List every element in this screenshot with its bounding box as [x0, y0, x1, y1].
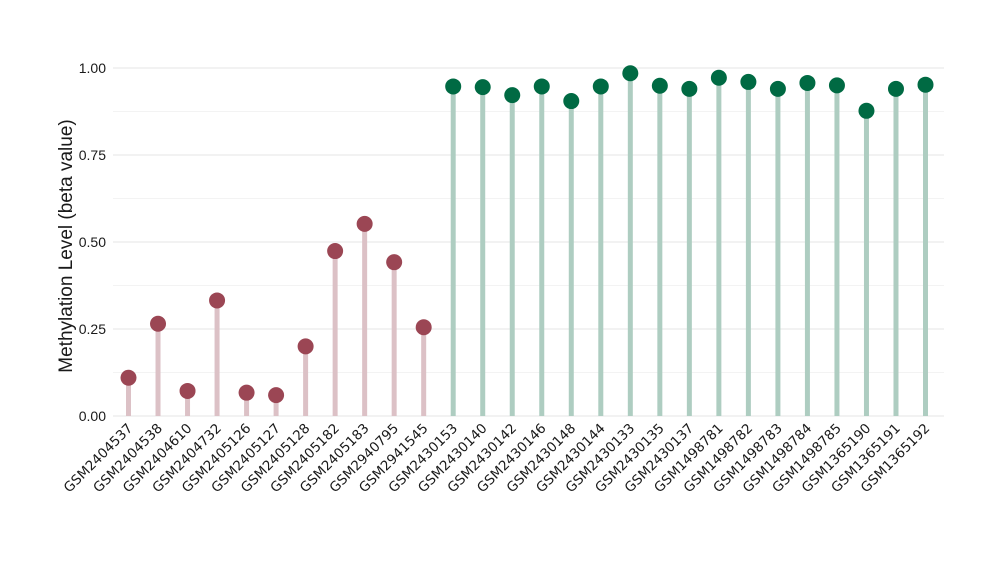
- lollipop-point: [828, 77, 845, 94]
- y-axis-title: Methylation Level (beta value): [56, 119, 77, 372]
- lollipop-point: [474, 79, 491, 96]
- lollipop-point: [858, 102, 875, 119]
- lollipop-point: [740, 73, 757, 90]
- stems: [126, 73, 928, 416]
- lollipop-point: [592, 78, 609, 95]
- lollipop-point: [445, 78, 462, 95]
- lollipop-point: [681, 80, 698, 97]
- lollipop-point: [917, 76, 934, 93]
- lollipop-point: [268, 387, 285, 404]
- y-tick-label: 1.00: [79, 60, 106, 76]
- lollipop-point: [209, 292, 226, 309]
- lollipop-point: [238, 384, 255, 401]
- x-axis-ticks: GSM2404537GSM2404538GSM2404610GSM2404732…: [61, 421, 934, 497]
- y-tick-label: 0.75: [79, 147, 106, 163]
- y-tick-label: 0.00: [79, 408, 106, 424]
- lollipop-point: [710, 69, 727, 86]
- points: [120, 65, 934, 404]
- lollipop-point: [415, 319, 432, 336]
- lollipop-point: [179, 382, 196, 399]
- lollipop-point: [386, 254, 403, 271]
- y-axis-ticks: 0.00 0.25 0.50 0.75 1.00: [79, 60, 106, 424]
- lollipop-point: [887, 80, 904, 97]
- lollipop-point: [150, 315, 167, 332]
- lollipop-point: [533, 78, 550, 95]
- lollipop-point: [799, 74, 816, 91]
- y-tick-label: 0.25: [79, 321, 106, 337]
- lollipop-point: [651, 77, 668, 94]
- lollipop-point: [504, 87, 521, 104]
- lollipop-point: [563, 93, 580, 110]
- gridlines: [113, 67, 944, 417]
- lollipop-point: [622, 65, 639, 82]
- lollipop-point: [769, 80, 786, 97]
- lollipop-point: [356, 215, 373, 232]
- lollipop-point: [297, 338, 314, 355]
- lollipop-point: [120, 369, 137, 386]
- lollipop-point: [327, 243, 344, 260]
- y-tick-label: 0.50: [79, 234, 106, 250]
